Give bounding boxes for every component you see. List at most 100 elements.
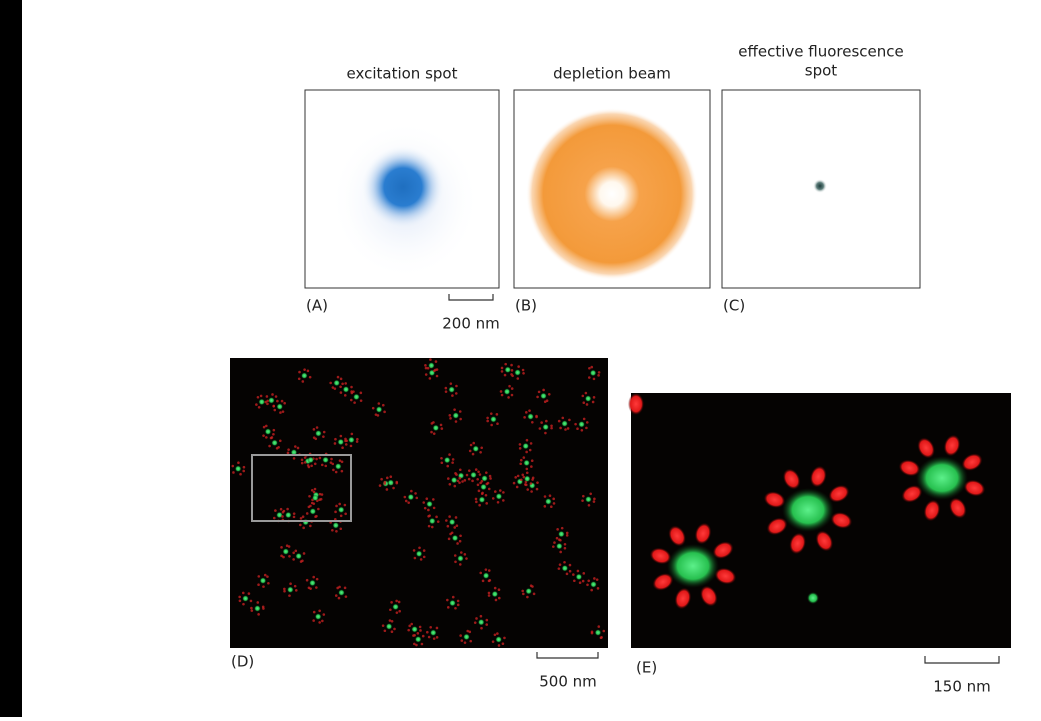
red-dot — [298, 370, 301, 374]
green-dot — [387, 479, 395, 486]
red-dot — [318, 492, 322, 496]
red-dot — [487, 594, 491, 597]
scale-bar — [448, 294, 494, 301]
red-dot — [446, 464, 450, 468]
red-dot — [320, 493, 324, 496]
red-dot — [590, 588, 593, 592]
red-dot — [430, 525, 434, 529]
red-dot — [433, 369, 436, 373]
red-dot — [528, 448, 532, 452]
green-dot — [448, 518, 456, 526]
green-dot — [478, 496, 486, 503]
red-dot — [341, 382, 344, 386]
red-dot — [502, 499, 505, 502]
red-dot — [456, 542, 459, 545]
red-dot — [422, 549, 426, 552]
red-dot — [266, 402, 269, 406]
red-dot — [315, 586, 318, 589]
red-dot — [336, 375, 340, 379]
red-dot — [335, 504, 338, 508]
green-dot — [542, 423, 549, 431]
excitation-spot — [361, 145, 445, 229]
red-dot — [344, 382, 348, 385]
red-dot — [508, 384, 511, 388]
red-dot — [390, 619, 394, 623]
red-dot — [339, 377, 343, 381]
red-dot — [543, 400, 547, 403]
red-dot — [454, 606, 457, 610]
red-dot — [516, 474, 520, 478]
green-dot — [575, 573, 583, 581]
red-dot — [334, 470, 338, 474]
red-dot — [520, 478, 523, 482]
red-dot — [500, 393, 504, 397]
red-dot — [432, 432, 436, 435]
red-dot — [312, 619, 315, 622]
green-dot — [443, 456, 451, 464]
red-dot — [430, 430, 433, 434]
red-dot — [265, 436, 268, 439]
red-dot — [469, 639, 473, 643]
red-dot — [449, 382, 453, 385]
green-dot — [315, 430, 322, 437]
red-dot — [429, 358, 432, 361]
red-dot — [455, 524, 459, 528]
red-dot — [276, 399, 279, 403]
red-dot — [418, 625, 422, 629]
red-dot — [519, 458, 523, 462]
red-dot — [486, 416, 489, 420]
red-dot — [425, 630, 429, 634]
red-petal — [789, 532, 806, 555]
red-dot — [461, 480, 464, 483]
red-petal — [628, 393, 644, 415]
red-dot — [529, 482, 533, 485]
red-dot — [563, 560, 566, 564]
red-dot — [480, 446, 484, 450]
red-dot — [302, 526, 305, 530]
red-dot — [453, 526, 457, 529]
red-dot — [329, 381, 332, 385]
red-dot — [343, 503, 347, 507]
red-dot — [289, 582, 292, 586]
red-dot — [476, 477, 479, 481]
red-dot — [312, 428, 316, 431]
red-dot — [344, 439, 347, 443]
red-dot — [479, 481, 482, 485]
red-dot — [446, 524, 450, 528]
red-dot — [286, 451, 290, 455]
red-dot — [532, 592, 536, 596]
red-dot — [525, 471, 529, 475]
red-dot — [543, 495, 547, 498]
red-dot — [317, 507, 320, 511]
red-dot — [410, 622, 413, 626]
red-dot — [596, 587, 600, 590]
red-dot — [599, 636, 603, 640]
red-dot — [525, 438, 529, 442]
red-dot — [259, 394, 263, 398]
red-dot — [486, 419, 489, 423]
red-dot — [262, 425, 266, 429]
green-dot — [503, 388, 511, 395]
green-core — [782, 488, 834, 532]
green-dot — [309, 579, 316, 587]
scale-label: 500 nm — [539, 673, 597, 691]
red-dot — [537, 390, 541, 394]
panel-label: (C) — [723, 297, 745, 315]
red-dot — [592, 396, 596, 399]
red-dot — [292, 457, 296, 460]
green-dot — [450, 476, 458, 484]
red-dot — [339, 385, 342, 389]
red-dot — [343, 394, 347, 397]
red-dot — [540, 421, 543, 424]
green-dot — [525, 587, 532, 595]
red-dot — [451, 394, 454, 397]
red-dot — [281, 515, 284, 518]
red-dot — [440, 461, 444, 465]
red-dot — [280, 554, 283, 558]
green-dot — [449, 599, 456, 607]
green-dot — [495, 493, 503, 500]
red-dot — [458, 563, 462, 566]
red-dot — [344, 595, 348, 598]
red-dot — [281, 410, 285, 413]
red-dot — [454, 516, 458, 519]
